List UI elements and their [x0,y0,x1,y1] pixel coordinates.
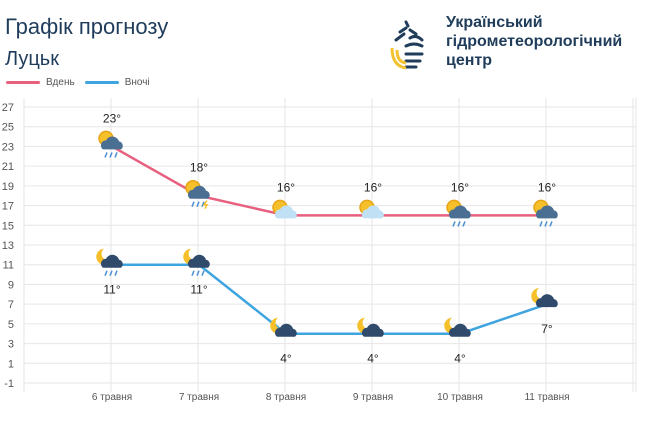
rain-drop [109,270,113,276]
legend-swatch-day [6,81,40,84]
org-line-2: гідрометеорологічний [446,33,623,50]
cloud-shape [536,205,558,219]
ugc-logo [390,20,424,70]
rain-drop [114,152,118,158]
cloud-shape [536,294,558,308]
data-label: 4° [454,352,466,366]
sun-cloud-rain-icon [533,199,558,227]
moon-cloud-icon [444,317,471,337]
cloud-shape [275,323,297,337]
cloud-shape [188,254,210,268]
moon-cloud-icon [357,317,384,337]
rain-drop [114,270,118,276]
y-tick-label: 1 [8,358,14,370]
cloud-shape [101,136,123,150]
y-tick-label: 21 [2,161,14,173]
rain-drop [544,221,548,227]
rain-drop [191,270,195,276]
y-tick-label: 11 [3,260,14,272]
moon-cloud-icon [531,288,558,308]
rain-drop [549,221,553,227]
y-tick-label: 19 [2,181,14,193]
x-tick-label: 9 травня [353,392,393,403]
legend-swatch-night [84,81,119,84]
sun-cloud-rain-icon [98,130,123,158]
rain-drop [539,221,543,227]
cloud-shape [362,205,384,219]
rain-drop [457,221,461,227]
y-tick-label: 23 [2,141,14,153]
lightning-shape [202,200,209,210]
rain-drop [104,270,108,276]
rain-drop [201,201,205,207]
y-tick-label: 17 [2,201,14,213]
rain-drop [196,270,200,276]
cloud-shape [362,323,384,337]
rain-drop [196,201,200,207]
moon-cloud-rain-icon [183,248,210,276]
series-line-night [112,263,548,335]
moon-cloud-icon [270,317,297,337]
y-tick-label: 25 [2,122,14,134]
moon-cloud-rain-icon [96,248,123,276]
y-tick-label: 27 [2,102,14,114]
x-tick-label: 6 травня [92,392,132,403]
rain-drop [452,221,456,227]
legend-label-night: Вночі [124,77,150,88]
cloud-shape [101,254,123,268]
organization-name: Український гідрометеорологічний центр [446,13,622,70]
y-tick-label: 15 [2,220,14,232]
data-label: 16° [364,180,382,194]
rain-drop [109,152,113,158]
data-label: 18° [190,161,208,175]
y-tick-label: 9 [8,279,14,291]
data-label: 16° [451,180,469,194]
sun-light-cloud-icon [359,199,384,219]
rain-drop [104,152,108,158]
x-tick-label: 11 травня [524,392,569,403]
x-tick-label: 10 травня [437,392,483,403]
data-label: 16° [538,180,556,194]
series-line-day [111,145,547,217]
legend: Вдень Вночі [6,77,150,88]
x-tick-label: 7 травня [179,392,219,403]
cloud-shape [188,185,210,199]
legend-label-day: Вдень [46,77,75,88]
data-label: 4° [280,352,292,366]
rain-drop [201,270,205,276]
sun-cloud-rain-icon [446,199,471,227]
y-tick-label: 7 [8,299,14,311]
cloud-shape [275,205,297,219]
sun-cloud-thunder-rain-icon [185,179,210,210]
y-tick-label: 3 [8,339,14,351]
city-name: Луцьк [5,48,59,70]
sun-light-cloud-icon [272,199,297,219]
page-title: Графік прогнозу [5,14,169,39]
org-line-3: центр [446,52,493,69]
cloud-shape [449,205,471,219]
data-label: 7° [541,322,553,336]
y-tick-label: -1 [4,378,14,390]
rain-drop [191,201,195,207]
data-label: 23° [103,111,121,125]
y-tick-label: 5 [8,319,14,331]
data-label: 11° [190,283,207,297]
org-line-1: Український [446,14,543,31]
cloud-shape [449,323,471,337]
x-tick-label: 8 травня [266,392,306,403]
rain-drop [462,221,466,227]
data-label: 4° [367,352,379,366]
data-label: 11° [103,283,120,297]
y-tick-label: 13 [2,240,14,252]
data-label: 16° [277,180,295,194]
